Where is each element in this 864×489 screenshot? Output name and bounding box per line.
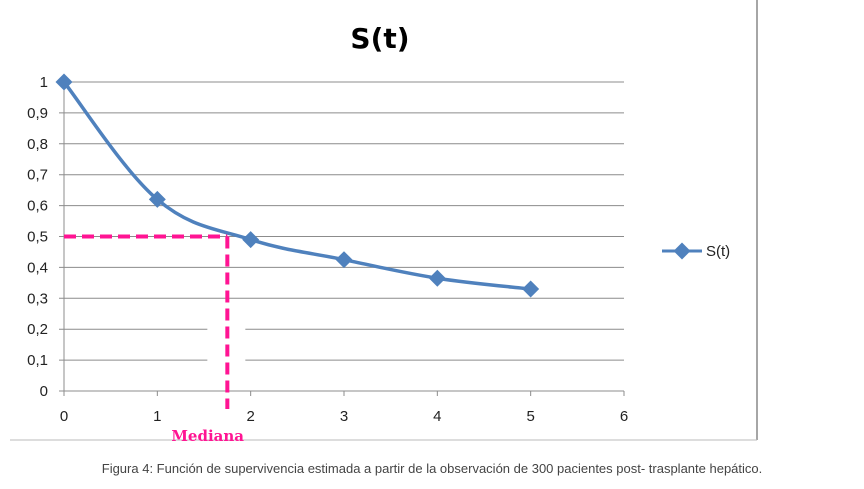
x-tick-label: 0 bbox=[60, 408, 68, 425]
legend-label: S(t) bbox=[706, 243, 730, 260]
x-tick-label: 3 bbox=[340, 408, 348, 425]
y-axis-tick-labels: 0 0,1 0,2 0,3 0,4 0,5 0,6 0,7 0,8 0,9 1 bbox=[27, 74, 48, 400]
median-label: Mediana bbox=[171, 427, 244, 445]
y-tick-label: 0,4 bbox=[27, 259, 48, 276]
y-tick-label: 1 bbox=[40, 74, 48, 91]
legend-marker bbox=[673, 242, 691, 260]
y-tick-label: 0,2 bbox=[27, 321, 48, 338]
y-tick-label: 0,8 bbox=[27, 136, 48, 153]
y-tick-label: 0 bbox=[40, 383, 48, 400]
data-point-2 bbox=[242, 231, 260, 249]
axes bbox=[59, 82, 625, 396]
data-point-0 bbox=[55, 73, 73, 91]
x-tick-label: 5 bbox=[526, 408, 534, 425]
figure-caption: Figura 4: Función de supervivencia estim… bbox=[101, 461, 763, 476]
legend: S(t) bbox=[662, 242, 730, 260]
data-point-1 bbox=[148, 190, 166, 208]
series-layer bbox=[55, 73, 540, 298]
data-point-3 bbox=[335, 251, 353, 269]
x-tick-label: 1 bbox=[153, 408, 161, 425]
data-point-4 bbox=[428, 269, 446, 287]
y-tick-label: 0,3 bbox=[27, 290, 48, 307]
x-tick-label: 4 bbox=[433, 408, 441, 425]
x-tick-label: 2 bbox=[246, 408, 254, 425]
x-tick-label: 6 bbox=[620, 408, 628, 425]
x-axis-tick-labels: 0 1 2 3 4 5 6 bbox=[60, 408, 628, 425]
y-tick-label: 0,6 bbox=[27, 198, 48, 215]
y-tick-label: 0,1 bbox=[27, 352, 48, 369]
chart-title: S(t) bbox=[350, 22, 409, 55]
data-point-5 bbox=[522, 280, 540, 298]
y-tick-label: 0,9 bbox=[27, 105, 48, 122]
y-tick-label: 0,5 bbox=[27, 229, 48, 246]
median-annotation: Mediana bbox=[64, 234, 246, 445]
y-tick-label: 0,7 bbox=[27, 167, 48, 184]
